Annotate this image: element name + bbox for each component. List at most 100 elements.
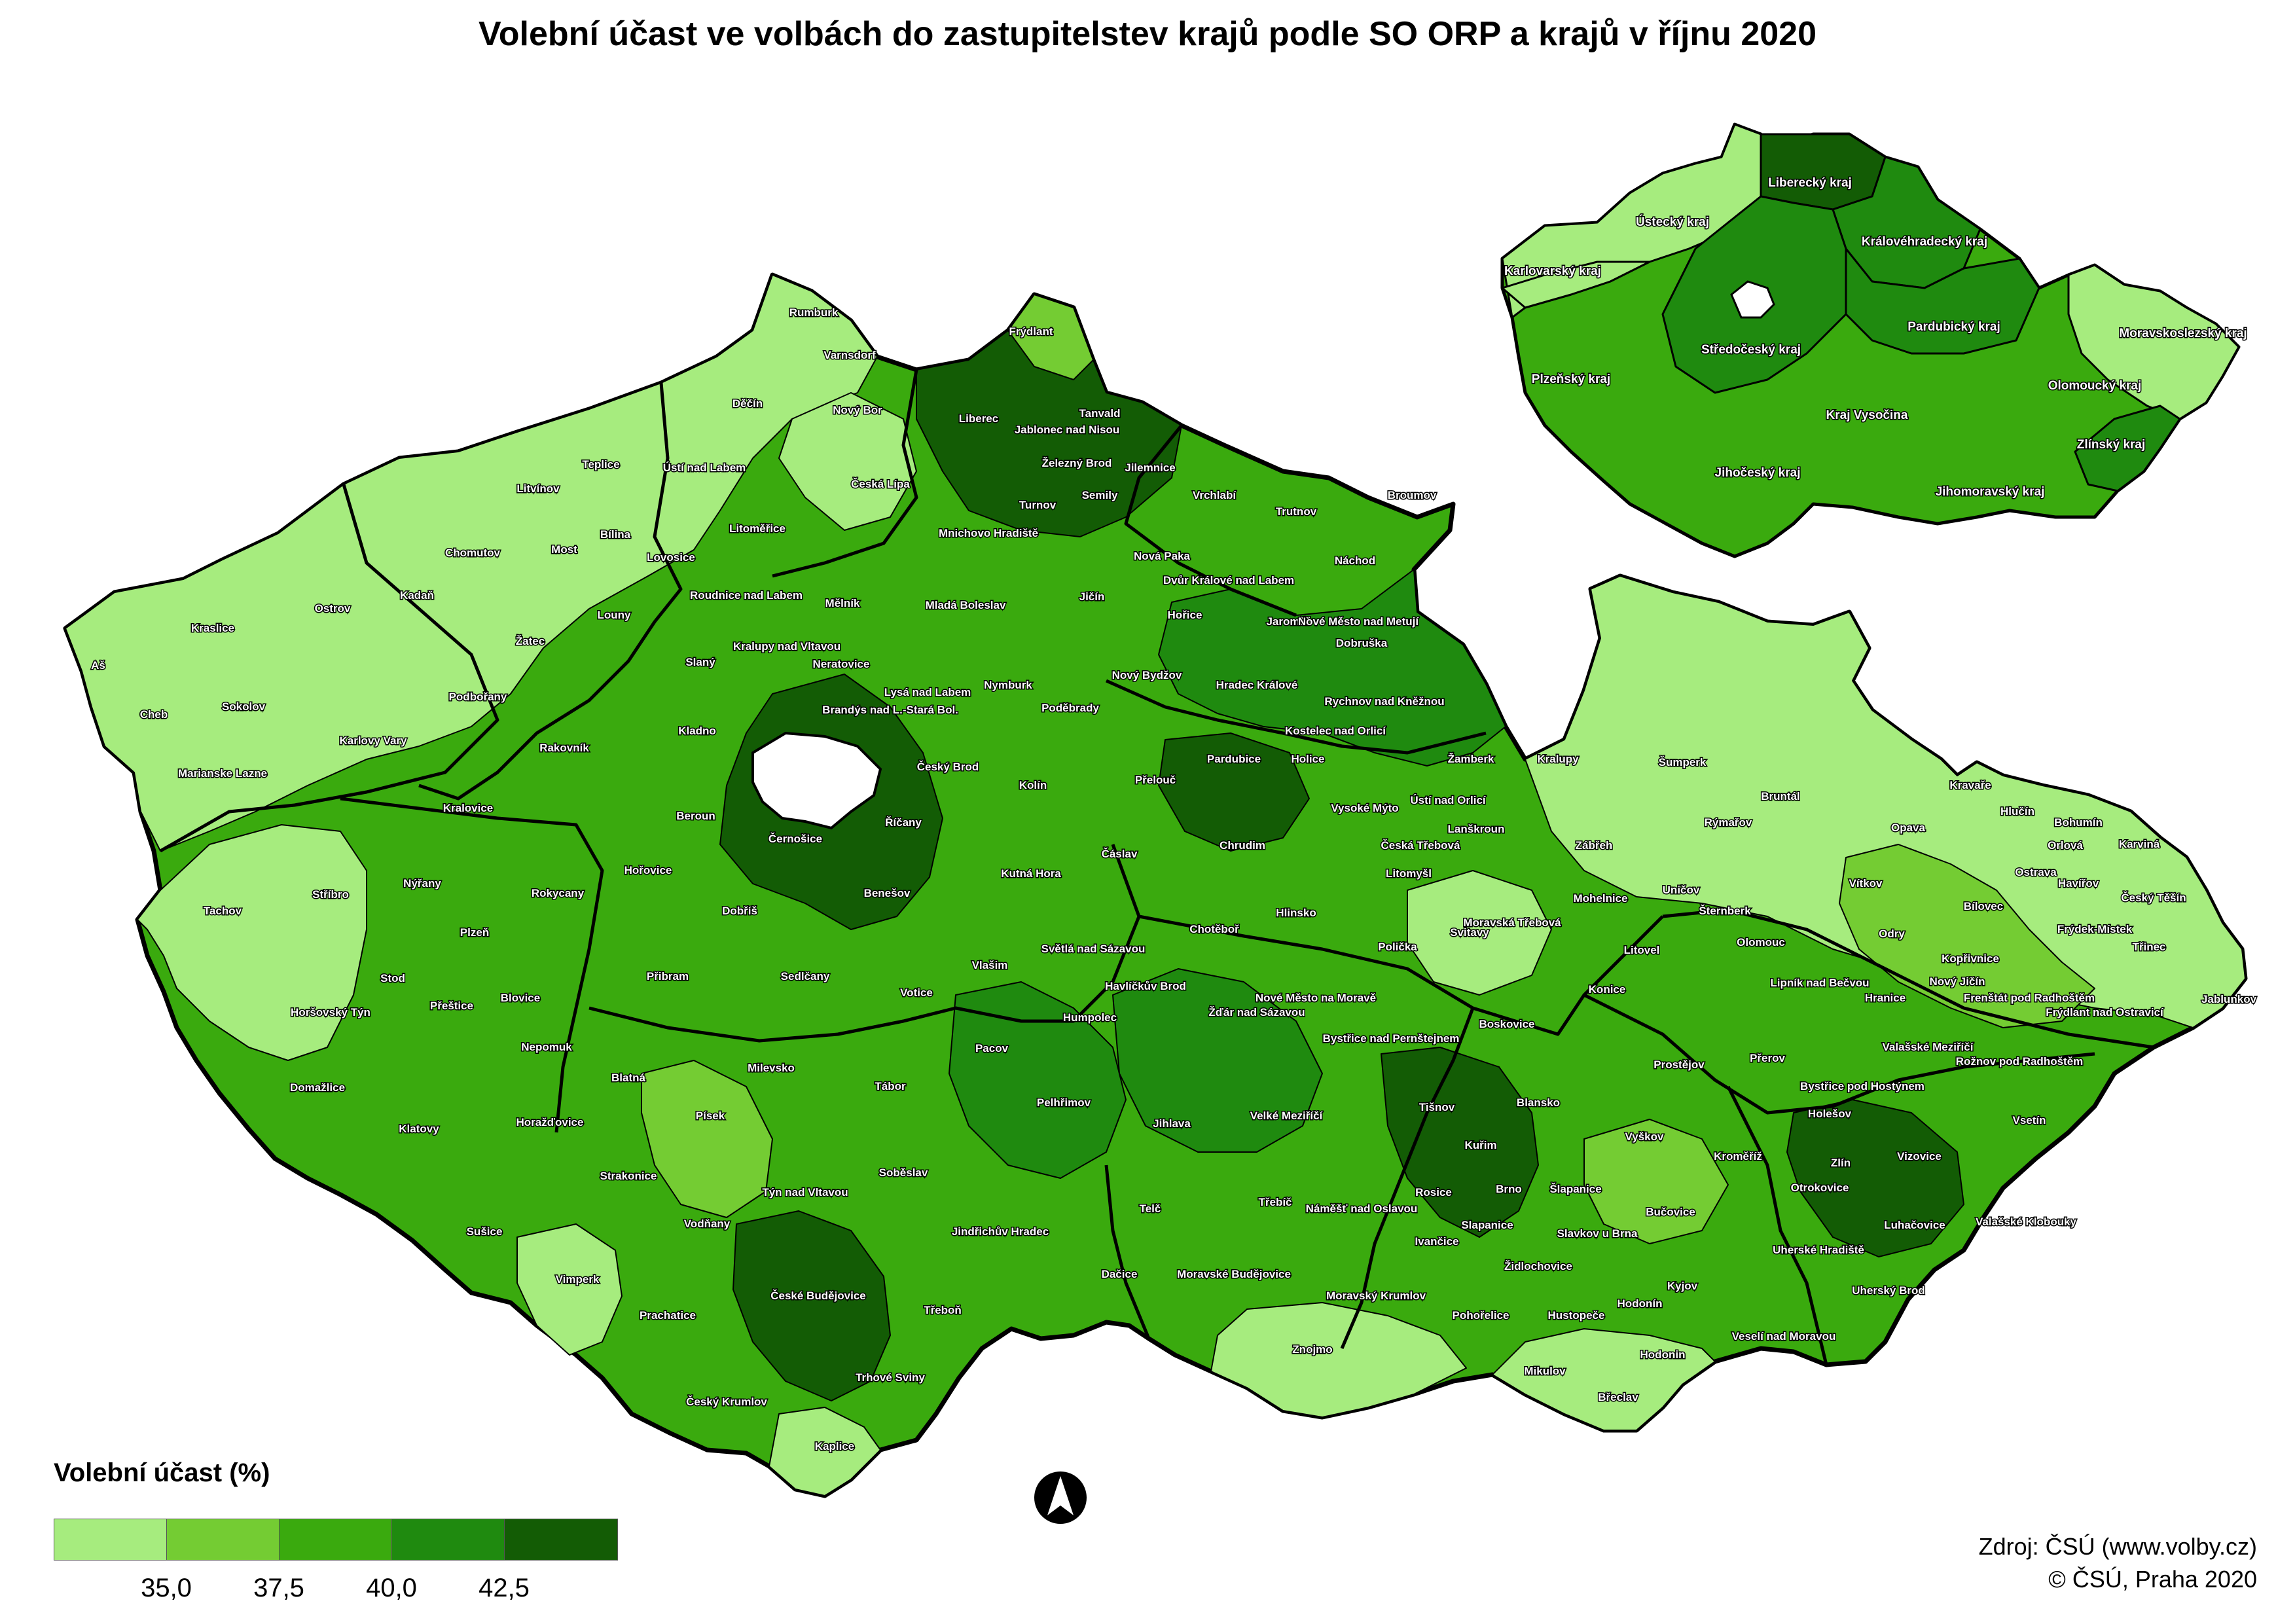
region-label: Horažďovice [516, 1116, 584, 1128]
inset-prague-area [1730, 280, 1775, 319]
region-label: Blansko [1517, 1096, 1560, 1109]
region-label: Čáslav [1102, 848, 1138, 860]
region-label: Bohumín [2054, 816, 2103, 829]
region-label: Dvůr Králové nad Labem [1163, 574, 1294, 586]
region-label: Žatec [516, 635, 545, 647]
region-label: Týn nad Vltavou [762, 1186, 848, 1199]
region-label: Náměšť nad Oslavou [1306, 1202, 1418, 1215]
region-label: České Budějovice [770, 1290, 866, 1302]
region-label: Hlinsko [1276, 907, 1316, 919]
region-label: Ostrava [2015, 866, 2057, 878]
region-label: Brno [1496, 1183, 1522, 1195]
region-label: Nový Bydžov [1112, 669, 1182, 681]
region-label: Nový Jičín [1929, 975, 1985, 988]
region-label: Ivančice [1415, 1235, 1458, 1248]
region-label: Frýdlant [1009, 325, 1053, 338]
region-label: Plzeňský kraj [1532, 372, 1610, 386]
region-label: Říčany [885, 816, 922, 829]
region-label: Slavkov u Brna [1557, 1227, 1638, 1240]
region-label: Ústecký kraj [1636, 215, 1709, 229]
north-arrow-icon [1034, 1471, 1087, 1524]
region-label: Židlochovice [1504, 1260, 1572, 1272]
region-label: Tišnov [1419, 1101, 1455, 1113]
legend-class-1 [54, 1519, 167, 1560]
region-label: Vyškov [1625, 1130, 1664, 1143]
region-label: Horšovský Týn [291, 1006, 370, 1019]
region-label: Bučovice [1646, 1206, 1695, 1218]
region-label: Louny [598, 609, 632, 621]
region-label: Třebíč [1258, 1196, 1292, 1208]
region-label: Uherský Brod [1852, 1284, 1925, 1297]
region-label: Černošice [768, 833, 822, 845]
region-label: Poděbrady [1041, 702, 1099, 714]
region-label: Litomyšl [1386, 867, 1432, 880]
region-label: Vítkov [1849, 877, 1883, 890]
region-label: Chotěboř [1189, 923, 1239, 935]
region-label: Most [551, 543, 577, 556]
region-label: Domažlice [290, 1081, 345, 1094]
region-label: Kravaře [1949, 779, 1991, 791]
legend-title: Volební účast (%) [54, 1458, 270, 1487]
region-label: Litoměřice [729, 522, 786, 535]
region-label: Třeboň [924, 1304, 962, 1316]
region-label: Rokycany [532, 887, 585, 899]
region-label: Zlín [1831, 1157, 1851, 1169]
region-label: Vimperk [556, 1273, 600, 1286]
legend-tick: 35,0 [141, 1574, 192, 1602]
region-label: Trutnov [1276, 505, 1317, 518]
region-label: Velké Meziříčí [1250, 1110, 1324, 1122]
region-label: Jablonec nad Nisou [1015, 424, 1120, 436]
region-label: Milevsko [748, 1062, 795, 1074]
region-label: Písek [696, 1110, 725, 1122]
region-label: Liberecký kraj [1768, 176, 1852, 190]
region-label: Polička [1378, 941, 1417, 953]
turnout-patches [65, 274, 2246, 1496]
region-label: Havlíčkův Brod [1105, 980, 1186, 992]
region-label: Česká Lípa [851, 478, 910, 490]
region-label: Lovosice [647, 551, 695, 564]
region-label: Jindřichův Hradec [952, 1225, 1049, 1238]
region-label: Valašské Klobouky [1976, 1216, 2077, 1228]
orp-labels: Rumburk Varnsdorf Děčín Nový Bor Frýdlant Lib… [90, 306, 2258, 1454]
region-label: Hranice [1865, 992, 1906, 1004]
region-label: Holešov [1808, 1108, 1852, 1120]
region-label: Žďár nad Sázavou [1208, 1006, 1305, 1019]
region-label: Ústí nad Orlicí [1410, 794, 1487, 806]
region-label: Kralupy nad Vltavou [733, 640, 840, 653]
region-label: Pacov [975, 1042, 1009, 1055]
region-label: Otrokovice [1791, 1182, 1849, 1194]
region-label: Frýdlant nad Ostravicí [2046, 1006, 2164, 1019]
region-label: Hlučín [2000, 805, 2034, 818]
region-label: Nový Bor [833, 404, 882, 416]
region-label: Holice [1291, 753, 1324, 765]
region-label: Brandýs nad L.-Stará Bol. [822, 704, 958, 716]
region-label: Orlová [2048, 839, 2083, 852]
region-label: Nepomuk [521, 1041, 572, 1053]
map-title: Volební účast ve volbách do zastupitelst… [478, 15, 1817, 53]
region-label: Uherské Hradiště [1773, 1244, 1864, 1256]
region-label: Znojmo [1292, 1343, 1332, 1356]
region-label: Kralupy [1537, 753, 1579, 765]
region-label: Hodonin [1640, 1348, 1686, 1361]
region-label: Tábor [875, 1080, 906, 1092]
region-label: Opava [1891, 821, 1926, 834]
region-label: Sušice [467, 1225, 503, 1238]
region-label: Břeclav [1598, 1391, 1638, 1403]
region-label: Pelhřimov [1037, 1096, 1091, 1109]
region-label: Lanškroun [1448, 823, 1505, 835]
region-label: Přelouč [1135, 774, 1176, 786]
region-label: Šlapanice [1549, 1183, 1601, 1195]
region-label: Jičín [1079, 590, 1105, 603]
region-label: Pardubický kraj [1907, 320, 2000, 334]
region-label: Beroun [676, 810, 715, 822]
region-label: Blatná [611, 1072, 646, 1084]
region-label: Prostějov [1653, 1058, 1705, 1071]
region-label: Mohelnice [1573, 892, 1627, 905]
region-label: Teplice [582, 458, 619, 471]
region-label: Bystřice nad Pernštejnem [1323, 1032, 1460, 1045]
region-label: Kladno [678, 725, 716, 737]
region-label: Marianske Lazne [178, 767, 267, 780]
region-label: Kopřivnice [1942, 952, 1999, 965]
region-label: Moravská Třebová [1463, 916, 1561, 929]
region-label: Bílina [600, 528, 631, 541]
